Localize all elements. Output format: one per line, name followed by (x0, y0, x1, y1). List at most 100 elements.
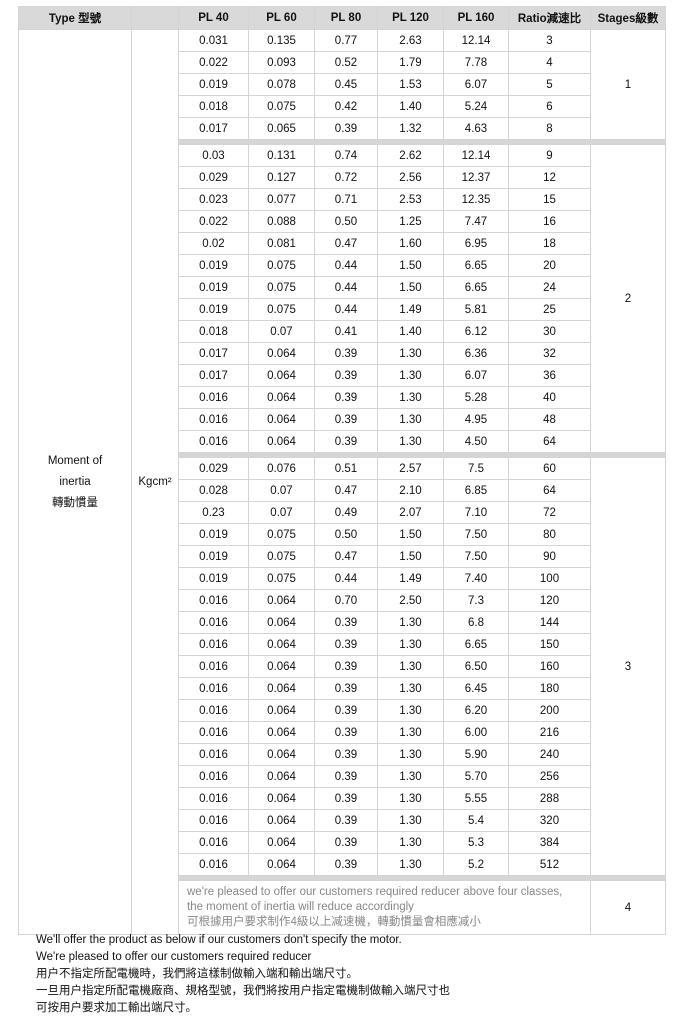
footer-line: We're pleased to offer our customers req… (36, 951, 312, 963)
cell-ratio: 12 (508, 166, 591, 189)
note-line: the moment of inertia will reduce accord… (187, 901, 414, 913)
cell-pl80: 0.52 (314, 51, 378, 74)
cell-ratio: 16 (508, 210, 591, 233)
cell-pl60: 0.075 (248, 523, 315, 546)
footer-line: 可按用户要求加工輸出端尺寸。 (36, 1002, 197, 1014)
header-ratio: Ratio減速比 (508, 6, 591, 30)
type-label-line: 轉動慣量 (52, 496, 98, 509)
header-type: Type 型號 (18, 6, 132, 30)
cell-pl160: 5.81 (443, 298, 509, 321)
cell-ratio: 90 (508, 545, 591, 568)
table-row: 0.018 0.075 0.42 1.40 5.24 6 (19, 95, 666, 118)
cell-pl60: 0.064 (248, 677, 315, 700)
cell-pl60: 0.075 (248, 298, 315, 321)
cell-pl160: 5.55 (443, 787, 509, 810)
cell-pl40: 0.018 (178, 320, 249, 343)
table-row: 0.03 0.131 0.74 2.62 12.14 9 2 (19, 144, 666, 453)
table-row: 0.016 0.064 0.39 1.30 5.28 40 (19, 386, 666, 409)
cell-pl60: 0.07 (248, 320, 315, 343)
cell-pl40: 0.028 (178, 479, 249, 502)
cell-ratio: 48 (508, 408, 591, 431)
header-stages: Stages級數 (590, 6, 666, 30)
cell-pl80: 0.44 (314, 254, 378, 277)
cell-pl80: 0.41 (314, 320, 378, 343)
cell-pl60: 0.064 (248, 386, 315, 409)
cell-pl60: 0.135 (248, 29, 315, 52)
cell-pl80: 0.50 (314, 210, 378, 233)
cell-pl160: 6.20 (443, 699, 509, 722)
cell-pl60: 0.064 (248, 699, 315, 722)
cell-ratio: 240 (508, 743, 591, 766)
cell-ratio: 18 (508, 232, 591, 255)
cell-ratio: 3 (508, 29, 591, 52)
cell-pl40: 0.016 (178, 765, 249, 788)
cell-pl160: 7.47 (443, 210, 509, 233)
cell-pl120: 1.30 (377, 408, 444, 431)
cell-pl40: 0.016 (178, 655, 249, 678)
cell-pl40: 0.016 (178, 721, 249, 744)
cell-pl160: 5.90 (443, 743, 509, 766)
cell-pl120: 1.30 (377, 809, 444, 832)
cell-pl120: 1.25 (377, 210, 444, 233)
cell-pl40: 0.029 (178, 166, 249, 189)
table-row: 0.016 0.064 0.39 1.30 6.65 150 (19, 633, 666, 656)
cell-pl160: 7.50 (443, 523, 509, 546)
cell-pl120: 1.79 (377, 51, 444, 74)
cell-pl40: 0.019 (178, 73, 249, 96)
cell-pl40: 0.031 (178, 29, 249, 52)
cell-pl80: 0.44 (314, 298, 378, 321)
group-separator (19, 875, 666, 881)
cell-pl160: 5.4 (443, 809, 509, 832)
cell-pl80: 0.44 (314, 567, 378, 590)
cell-pl120: 1.32 (377, 117, 444, 140)
cell-pl160: 7.40 (443, 567, 509, 590)
table-row: 0.016 0.064 0.39 1.30 6.20 200 (19, 699, 666, 722)
table-row: 0.018 0.07 0.41 1.40 6.12 30 (19, 320, 666, 343)
type-cell: Moment of inertia 轉動慣量 (18, 29, 132, 935)
table-row: 0.019 0.075 0.50 1.50 7.50 80 (19, 523, 666, 546)
cell-pl40: 0.03 (178, 144, 249, 167)
cell-pl40: 0.019 (178, 298, 249, 321)
cell-pl40: 0.017 (178, 364, 249, 387)
cell-pl80: 0.49 (314, 501, 378, 524)
cell-ratio: 15 (508, 188, 591, 211)
cell-pl40: 0.029 (178, 457, 249, 480)
type-label-line: Moment of (47, 454, 103, 467)
cell-pl160: 4.63 (443, 117, 509, 140)
cell-pl120: 2.07 (377, 501, 444, 524)
cell-pl80: 0.47 (314, 232, 378, 255)
cell-pl120: 2.62 (377, 144, 444, 167)
cell-pl80: 0.39 (314, 408, 378, 431)
cell-pl60: 0.064 (248, 342, 315, 365)
cell-pl40: 0.23 (178, 501, 249, 524)
cell-pl160: 5.3 (443, 831, 509, 854)
cell-pl120: 1.30 (377, 787, 444, 810)
stage-cell: 1 (590, 29, 666, 140)
cell-pl60: 0.075 (248, 545, 315, 568)
cell-pl60: 0.07 (248, 501, 315, 524)
cell-pl80: 0.72 (314, 166, 378, 189)
cell-pl40: 0.016 (178, 831, 249, 854)
cell-pl60: 0.076 (248, 457, 315, 480)
table-row: 0.016 0.064 0.39 1.30 4.95 48 (19, 408, 666, 431)
cell-pl60: 0.077 (248, 188, 315, 211)
cell-pl80: 0.39 (314, 853, 378, 876)
table-row: 0.016 0.064 0.70 2.50 7.3 120 (19, 589, 666, 612)
cell-pl60: 0.064 (248, 809, 315, 832)
cell-pl160: 6.45 (443, 677, 509, 700)
cell-pl60: 0.064 (248, 655, 315, 678)
cell-pl120: 1.30 (377, 765, 444, 788)
cell-pl160: 6.07 (443, 364, 509, 387)
footer-line: 用户不指定所配電機時，我們將這樣制做輸入端和輸出端尺寸。 (36, 968, 358, 980)
cell-pl80: 0.39 (314, 342, 378, 365)
table-row: 0.028 0.07 0.47 2.10 6.85 64 (19, 479, 666, 502)
cell-pl60: 0.064 (248, 831, 315, 854)
table-row: 0.016 0.064 0.39 1.30 6.8 144 (19, 611, 666, 634)
cell-pl80: 0.45 (314, 73, 378, 96)
cell-pl80: 0.47 (314, 479, 378, 502)
table-row: 0.23 0.07 0.49 2.07 7.10 72 (19, 501, 666, 524)
cell-pl120: 1.50 (377, 254, 444, 277)
cell-ratio: 32 (508, 342, 591, 365)
cell-pl40: 0.016 (178, 386, 249, 409)
cell-ratio: 80 (508, 523, 591, 546)
